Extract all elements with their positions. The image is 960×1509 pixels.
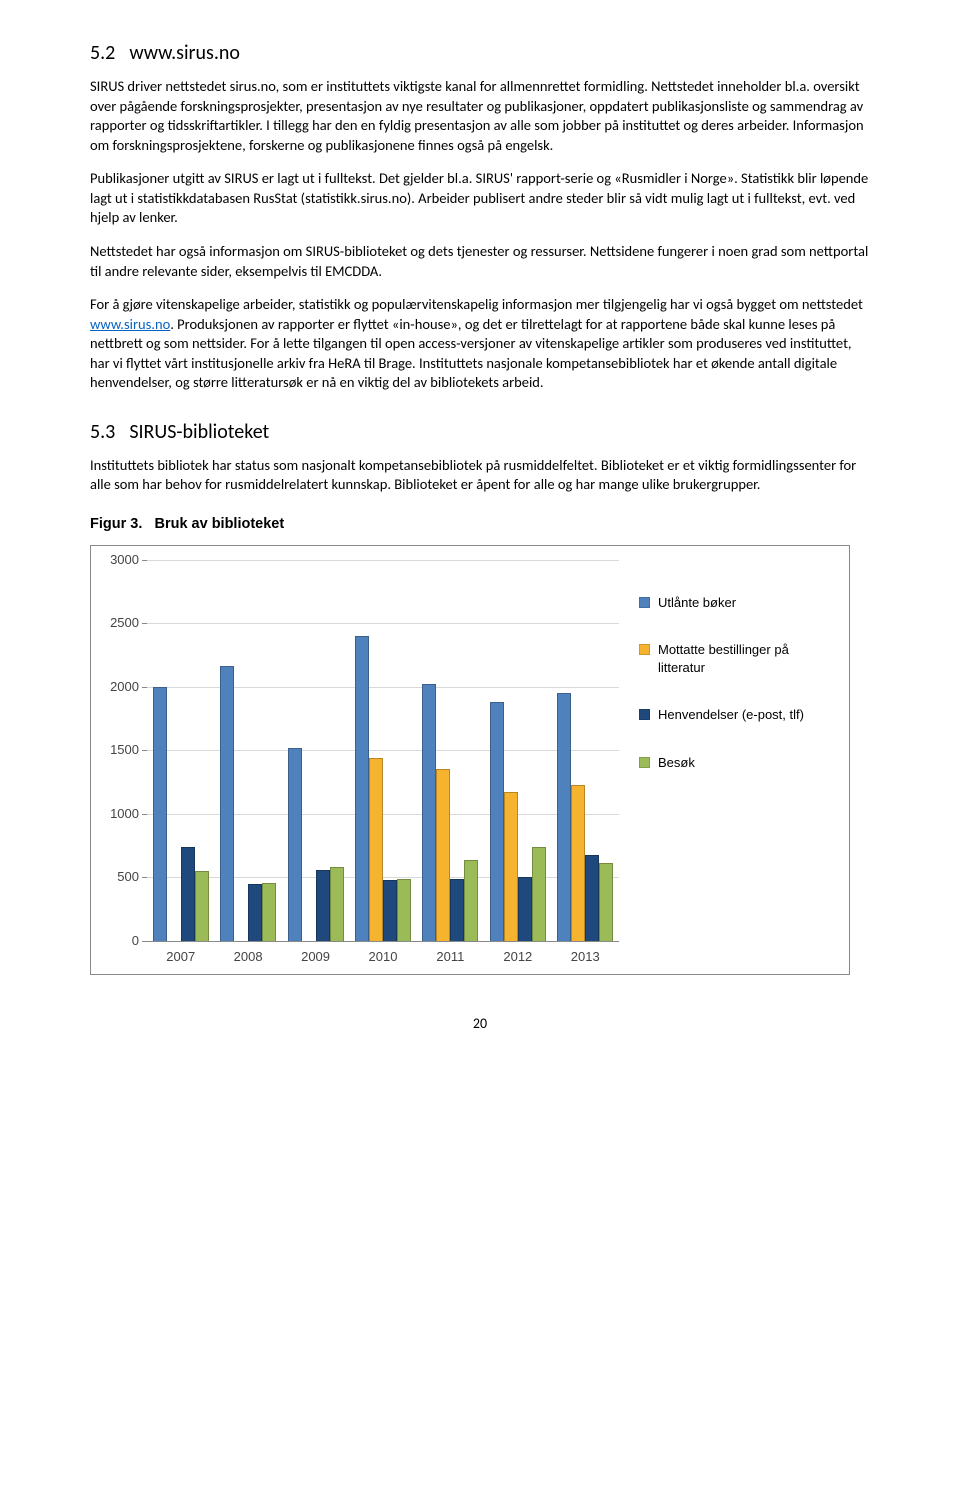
chart-ytick-label: 1500 [93,742,139,760]
chart-legend-label: Henvendelser (e-post, tlf) [658,706,804,724]
chart-bar [504,792,518,941]
chart-xtick-label: 2008 [214,948,281,966]
section-heading-5-3: 5.3 SIRUS-biblioteket [90,419,870,446]
section-heading-5-2: 5.2 www.sirus.no [90,40,870,67]
section-number: 5.3 [90,420,115,444]
chart-bar [288,748,302,941]
chart-bar [316,870,330,941]
chart-bar [383,880,397,941]
chart-bars [147,560,619,941]
chart-legend-item: Besøk [639,754,839,772]
chart-bar-group [349,560,416,941]
chart-bar [436,769,450,941]
chart-bar [557,693,571,941]
paragraph: Nettstedet har også informasjon om SIRUS… [90,242,870,281]
paragraph: For å gjøre vitenskapelige arbeider, sta… [90,295,870,393]
chart-bar [195,871,209,941]
chart-bar-group [147,560,214,941]
section-title: SIRUS-biblioteket [129,420,269,444]
chart-x-axis: 2007200820092010201120122013 [147,942,619,966]
chart-ytick-label: 2000 [93,678,139,696]
chart-bar [599,863,613,941]
chart-legend-item: Utlånte bøker [639,594,839,612]
chart-plot-area: 050010001500200025003000 [147,560,619,942]
chart-xtick-label: 2011 [417,948,484,966]
chart-legend-label: Mottatte bestillinger på litteratur [658,641,839,676]
page-number: 20 [90,1015,870,1034]
chart-xtick-label: 2010 [349,948,416,966]
chart-bar [262,883,276,941]
chart-bar-group [282,560,349,941]
chart-legend-item: Mottatte bestillinger på litteratur [639,641,839,676]
chart-bar [532,847,546,941]
chart-legend-swatch [639,597,650,608]
chart-xtick-label: 2007 [147,948,214,966]
figure-title: Figur 3. Bruk av biblioteket [90,515,870,535]
chart-legend-swatch [639,757,650,768]
chart-ytick-label: 500 [93,869,139,887]
chart-legend-label: Besøk [658,754,695,772]
chart-bar [181,847,195,941]
chart-bar [248,884,262,941]
text: For å gjøre vitenskapelige arbeider, sta… [90,295,863,313]
chart-legend-label: Utlånte bøker [658,594,736,612]
chart-ytick-label: 0 [93,932,139,950]
chart-bar [585,855,599,941]
chart-bar [220,666,234,941]
paragraph: Instituttets bibliotek har status som na… [90,456,870,495]
chart-bar [355,636,369,941]
chart-bar [464,860,478,941]
section-number: 5.2 [90,41,115,65]
chart-ytick-label: 2500 [93,614,139,632]
chart-bar [518,877,532,941]
chart-bar-group [484,560,551,941]
chart-xtick-label: 2009 [282,948,349,966]
chart-bar [571,785,585,941]
figure-number: Figur 3. [90,516,142,532]
chart-bar [397,879,411,941]
chart-xtick-label: 2013 [552,948,619,966]
text: . Produksjonen av rapporter er flyttet «… [90,315,852,392]
library-usage-chart: 050010001500200025003000 200720082009201… [90,545,850,975]
chart-bar [153,687,167,941]
chart-tickmark [142,941,147,942]
chart-legend-item: Henvendelser (e-post, tlf) [639,706,839,724]
chart-bar-group [214,560,281,941]
chart-bar [369,758,383,941]
chart-legend-swatch [639,709,650,720]
chart-legend: Utlånte bøker Mottatte bestillinger på li… [619,560,839,966]
figure-caption: Bruk av biblioteket [154,516,284,532]
paragraph: SIRUS driver nettstedet sirus.no, som er… [90,77,870,155]
chart-xtick-label: 2012 [484,948,551,966]
chart-ytick-label: 1000 [93,805,139,823]
paragraph: Publikasjoner utgitt av SIRUS er lagt ut… [90,169,870,228]
chart-legend-swatch [639,644,650,655]
chart-bar [330,867,344,941]
chart-bar [490,702,504,941]
chart-bar-group [417,560,484,941]
link-sirus-no[interactable]: www.sirus.no [90,315,170,333]
chart-bar [422,684,436,941]
chart-bar [450,879,464,941]
section-title: www.sirus.no [129,41,240,65]
chart-bar-group [552,560,619,941]
chart-ytick-label: 3000 [93,551,139,569]
